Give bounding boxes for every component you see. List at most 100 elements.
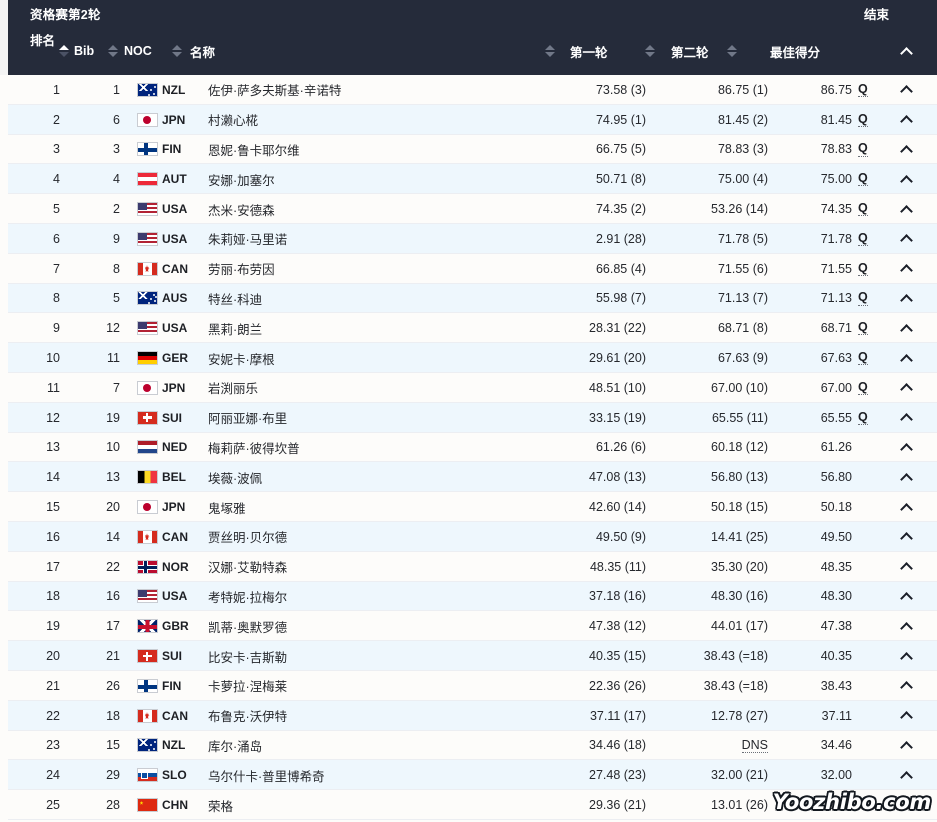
chevron-up-icon	[899, 711, 913, 724]
qualified-badge: Q	[858, 409, 868, 425]
column-header-round2[interactable]: 第二轮	[671, 45, 709, 60]
row-expand-button[interactable]	[895, 552, 917, 582]
cell-best-score: 75.00	[820, 172, 852, 187]
table-row[interactable]: 5 2 USA 杰米·安德森 74.35 (2) 53.26 (14) 74.35 Q	[8, 194, 937, 224]
row-expand-button[interactable]	[895, 224, 917, 254]
sort-toggle-name[interactable]	[544, 27, 556, 75]
status-badge: 结束	[863, 8, 889, 22]
flag-icon-nzl	[136, 738, 158, 753]
table-row[interactable]: 17 22 NOR 汉娜·艾勒特森 48.35 (11) 35.30 (20) 48.35	[8, 551, 937, 582]
sort-toggle-round1[interactable]	[644, 27, 656, 75]
sort-ascending-icon	[108, 45, 118, 50]
cell-bib: 8	[113, 261, 120, 276]
qualified-badge: Q	[858, 111, 868, 127]
table-row[interactable]: 2 6 JPN 村濑心椛 74.95 (1) 81.45 (2) 81.45 Q	[8, 104, 937, 135]
qualified-badge: Q	[858, 379, 868, 395]
table-row[interactable]: 14 13 BEL 埃薇·波佩 47.08 (13) 56.80 (13) 56.80	[8, 462, 937, 493]
table-row[interactable]: 21 26 FIN 卡萝拉·涅梅莱 22.36 (26) 38.43 (=18) 38.43	[8, 670, 937, 701]
row-expand-button[interactable]	[895, 611, 917, 641]
chevron-up-icon	[899, 323, 913, 337]
sort-toggle-bib[interactable]	[107, 27, 119, 75]
table-row[interactable]: 18 16 USA 考特妮·拉梅尔 37.18 (16) 48.30 (16) 48.30	[8, 581, 937, 612]
cell-rank: 20	[46, 649, 60, 664]
cell-best-score: 65.55	[820, 410, 852, 425]
cell-flag	[134, 105, 160, 135]
table-row[interactable]: 12 19 SUI 阿丽亚娜·布里 33.15 (19) 65.55 (11) 65.55 Q	[8, 402, 937, 433]
table-row[interactable]: 15 20 JPN 鬼塚雅 42.60 (14) 50.18 (15) 50.18	[8, 492, 937, 522]
row-expand-button[interactable]	[895, 135, 917, 165]
row-expand-button[interactable]	[895, 164, 917, 194]
qualified-badge: Q	[858, 141, 868, 157]
flag-icon-fin	[136, 678, 158, 693]
row-expand-button[interactable]	[895, 105, 917, 135]
table-row[interactable]: 13 10 NED 梅莉萨·彼得坎普 61.26 (6) 60.18 (12) 61.26	[8, 432, 937, 463]
cell-athlete-name: 劳丽·布劳因	[208, 263, 275, 278]
chevron-up-icon	[899, 592, 913, 605]
cell-best-score: 67.00	[820, 380, 852, 395]
row-expand-button[interactable]	[895, 492, 917, 522]
table-row[interactable]: 10 11 GER 安妮卡·摩根 29.61 (20) 67.63 (9) 67.63 Q	[8, 343, 937, 373]
table-row[interactable]: 6 9 USA 朱莉娅·马里诺 2.91 (28) 71.78 (5) 71.78 Q	[8, 223, 937, 254]
row-expand-button[interactable]	[895, 343, 917, 373]
table-row[interactable]: 3 3 FIN 恩妮·鲁卡耶尔维 66.75 (5) 78.83 (3) 78.83 Q	[8, 134, 937, 165]
cell-athlete-name: 荣格	[208, 799, 234, 814]
table-row[interactable]: 9 12 USA 黑莉·朗兰 28.31 (22) 68.71 (8) 68.71 Q	[8, 313, 937, 344]
table-row[interactable]: 11 7 JPN 岩渕丽乐 48.51 (10) 67.00 (10) 67.00 Q	[8, 372, 937, 403]
table-row[interactable]: 19 17 GBR 凯蒂·奥默罗德 47.38 (12) 44.01 (17) 47.38	[8, 611, 937, 642]
sort-toggle-round2[interactable]	[726, 27, 738, 75]
column-header-best-score[interactable]: 最佳得分	[770, 45, 821, 60]
cell-round1-score: 73.58 (3)	[595, 82, 646, 97]
table-row[interactable]: 1 1 NZL 佐伊·萨多夫斯基·辛诺特 73.58 (3) 86.75 (1) 86.75…	[8, 75, 937, 105]
sort-toggle-noc[interactable]	[171, 27, 183, 75]
left-gutter-header	[0, 0, 8, 75]
chevron-up-icon	[899, 145, 913, 158]
sort-toggle-rank[interactable]	[58, 27, 70, 75]
chevron-up-icon	[899, 741, 913, 754]
table-row[interactable]: 16 14 CAN 贾丝明·贝尔德 49.50 (9) 14.41 (25) 49.50	[8, 521, 937, 552]
chevron-up-icon	[899, 294, 913, 307]
collapse-all-button[interactable]	[895, 27, 917, 75]
cell-qualified-marker: Q	[858, 194, 876, 224]
column-header-noc[interactable]: NOC	[124, 44, 152, 58]
cell-qualified-marker: Q	[858, 254, 876, 284]
sort-descending-icon	[645, 52, 655, 57]
row-expand-button[interactable]	[895, 75, 917, 105]
row-expand-button[interactable]	[895, 462, 917, 492]
row-expand-button[interactable]	[895, 582, 917, 612]
column-header-name[interactable]: 名称	[190, 45, 216, 60]
row-expand-button[interactable]	[895, 313, 917, 343]
cell-round2-score: 78.83 (3)	[717, 142, 768, 157]
row-expand-button[interactable]	[895, 641, 917, 671]
row-expand-button[interactable]	[895, 760, 917, 790]
row-expand-button[interactable]	[895, 403, 917, 433]
table-row[interactable]: 25 28 CHN 荣格 29.36 (21) 13.01 (26) 29.36	[8, 790, 937, 820]
cell-rank: 10	[46, 351, 60, 366]
column-header-rank[interactable]: 排名	[30, 27, 55, 75]
table-row[interactable]: 24 29 SLO 乌尔什卡·普里博希奇 27.48 (23) 32.00 (21) 32.…	[8, 760, 937, 791]
table-row[interactable]: 8 5 AUS 特丝·科迪 55.98 (7) 71.13 (7) 71.13 Q	[8, 283, 937, 314]
row-expand-button[interactable]	[895, 284, 917, 314]
row-expand-button[interactable]	[895, 731, 917, 761]
table-row[interactable]: 4 4 AUT 安娜·加塞尔 50.71 (8) 75.00 (4) 75.00 Q	[8, 164, 937, 195]
row-expand-button[interactable]	[895, 433, 917, 463]
row-expand-button[interactable]	[895, 671, 917, 701]
row-expand-button[interactable]	[895, 194, 917, 224]
table-row[interactable]: 7 8 CAN 劳丽·布劳因 66.85 (4) 71.55 (6) 71.55 Q	[8, 253, 937, 284]
row-expand-button[interactable]	[895, 522, 917, 552]
column-header-bib[interactable]: Bib	[74, 44, 95, 58]
row-expand-button[interactable]	[895, 790, 917, 820]
table-row[interactable]: 22 18 CAN 布鲁克·沃伊特 37.11 (17) 12.78 (27) 37.11	[8, 700, 937, 731]
table-row[interactable]: 20 21 SUI 比安卡·吉斯勒 40.35 (15) 38.43 (=18) 40.35	[8, 641, 937, 671]
cell-flag	[134, 313, 160, 343]
flag-icon-jpn	[136, 500, 158, 515]
cell-athlete-name: 朱莉娅·马里诺	[208, 233, 288, 248]
cell-qualified-marker	[858, 492, 876, 522]
row-expand-button[interactable]	[895, 701, 917, 731]
row-expand-button[interactable]	[895, 373, 917, 403]
cell-best-score: 78.83	[820, 142, 852, 157]
row-expand-button[interactable]	[895, 254, 917, 284]
column-header-round1[interactable]: 第一轮	[570, 45, 608, 60]
cell-rank: 16	[46, 529, 60, 544]
table-row[interactable]: 23 15 NZL 库尔·涌岛 34.46 (18) DNS 34.46	[8, 730, 937, 761]
cell-best-score: 29.36	[820, 798, 852, 813]
